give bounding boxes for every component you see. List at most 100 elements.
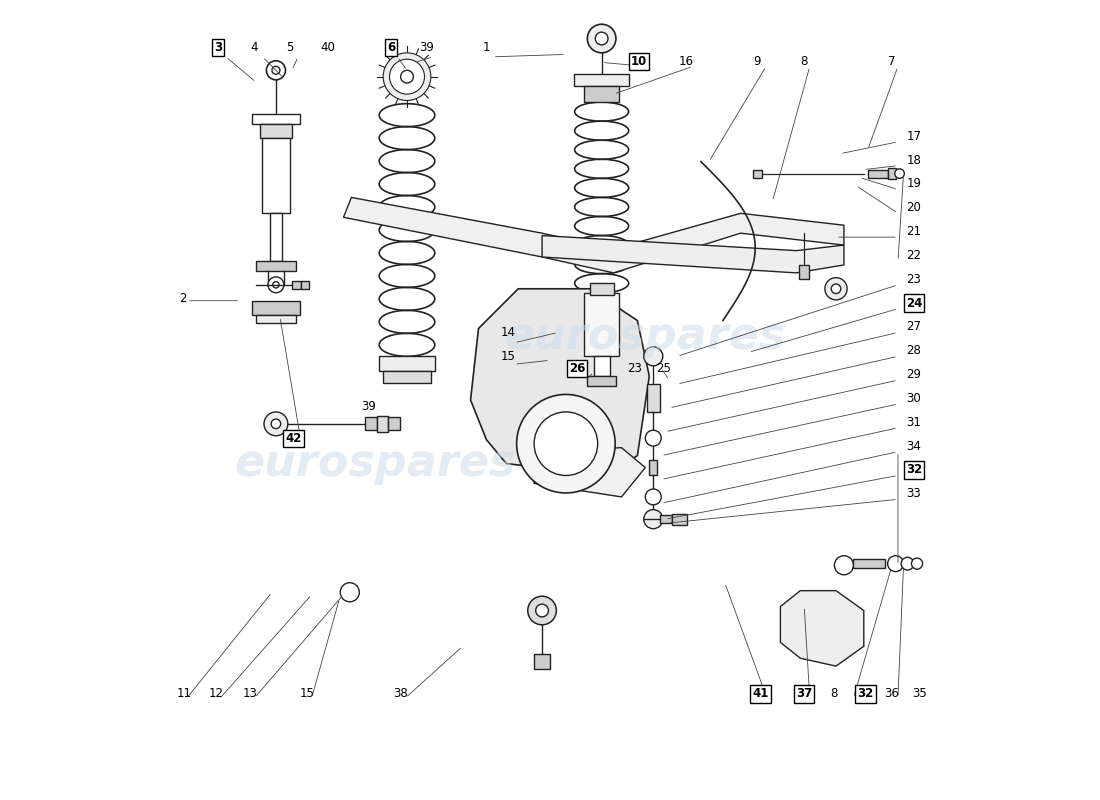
Text: 32: 32 (905, 463, 922, 477)
Circle shape (644, 346, 663, 366)
Bar (671, 514, 688, 525)
Circle shape (825, 278, 847, 300)
Text: 38: 38 (394, 687, 408, 701)
Polygon shape (535, 448, 646, 497)
Bar (388, 418, 400, 430)
Bar (379, 356, 434, 370)
Text: 39: 39 (362, 400, 376, 413)
Text: 8: 8 (801, 55, 807, 68)
Circle shape (912, 558, 923, 570)
Text: 42: 42 (285, 432, 301, 445)
Bar (854, 559, 886, 569)
Bar (377, 416, 388, 432)
Circle shape (835, 556, 854, 574)
Bar (574, 74, 629, 86)
Text: 24: 24 (905, 297, 922, 310)
Bar (270, 214, 283, 261)
Text: 1: 1 (483, 41, 491, 54)
Text: 6: 6 (387, 41, 395, 54)
Text: 16: 16 (679, 55, 694, 68)
Text: 26: 26 (569, 362, 585, 374)
Text: eurospares: eurospares (505, 315, 786, 358)
Text: 35: 35 (912, 687, 927, 701)
Text: 40: 40 (320, 41, 336, 54)
Bar (868, 170, 888, 178)
Bar (584, 293, 619, 356)
Bar (660, 515, 671, 523)
Circle shape (528, 596, 557, 625)
Text: 10: 10 (631, 55, 647, 68)
Text: 20: 20 (906, 202, 922, 214)
Circle shape (517, 394, 615, 493)
Text: 2: 2 (179, 292, 187, 305)
Circle shape (595, 32, 608, 45)
Bar (256, 315, 296, 323)
Text: 11: 11 (177, 687, 192, 701)
Bar (252, 301, 300, 315)
Circle shape (389, 59, 425, 94)
Text: 13: 13 (242, 687, 257, 701)
Circle shape (272, 419, 280, 429)
Text: 14: 14 (500, 326, 516, 339)
Bar (752, 170, 762, 178)
Text: 19: 19 (906, 178, 922, 190)
Text: 4: 4 (251, 41, 258, 54)
Circle shape (383, 53, 431, 101)
Circle shape (340, 582, 360, 602)
Circle shape (400, 70, 414, 83)
Polygon shape (343, 198, 844, 273)
Polygon shape (780, 590, 864, 666)
Polygon shape (471, 289, 649, 475)
Circle shape (268, 277, 284, 293)
Text: 22: 22 (906, 249, 922, 262)
Bar (260, 123, 292, 138)
Text: 28: 28 (906, 344, 922, 358)
Circle shape (646, 489, 661, 505)
Text: 5: 5 (286, 41, 294, 54)
Text: 21: 21 (906, 225, 922, 238)
Circle shape (266, 61, 286, 80)
Bar (587, 376, 616, 386)
Text: 23: 23 (906, 273, 922, 286)
Text: 34: 34 (906, 439, 922, 453)
Bar (535, 654, 550, 669)
Circle shape (646, 430, 661, 446)
Text: 15: 15 (500, 350, 515, 363)
Bar (800, 265, 808, 279)
Text: 12: 12 (209, 687, 223, 701)
Bar (365, 418, 377, 430)
Bar (252, 114, 300, 123)
Text: 17: 17 (906, 130, 922, 142)
Text: 23: 23 (628, 362, 642, 374)
Text: 15: 15 (299, 687, 315, 701)
Bar (256, 261, 296, 270)
Text: 25: 25 (657, 362, 671, 374)
Circle shape (272, 66, 279, 74)
Circle shape (536, 604, 549, 617)
Text: 27: 27 (906, 321, 922, 334)
Text: 37: 37 (796, 687, 812, 701)
Text: 32: 32 (857, 687, 873, 701)
Bar (594, 356, 609, 376)
Bar (301, 281, 309, 289)
Circle shape (535, 412, 597, 475)
Bar (262, 138, 290, 214)
Text: 31: 31 (906, 416, 922, 429)
Bar (647, 384, 660, 412)
Bar (292, 281, 301, 289)
Circle shape (644, 510, 663, 529)
Text: 41: 41 (752, 687, 769, 701)
Text: 33: 33 (906, 487, 921, 500)
Polygon shape (542, 235, 844, 273)
Bar (649, 459, 658, 475)
Text: 36: 36 (884, 687, 899, 701)
Text: 30: 30 (906, 392, 921, 405)
Circle shape (888, 556, 903, 571)
Text: 18: 18 (906, 154, 922, 166)
Circle shape (894, 169, 904, 178)
Circle shape (264, 412, 288, 436)
Text: 3: 3 (213, 41, 222, 54)
Circle shape (587, 24, 616, 53)
Bar (888, 168, 895, 179)
Text: 39: 39 (419, 41, 435, 54)
